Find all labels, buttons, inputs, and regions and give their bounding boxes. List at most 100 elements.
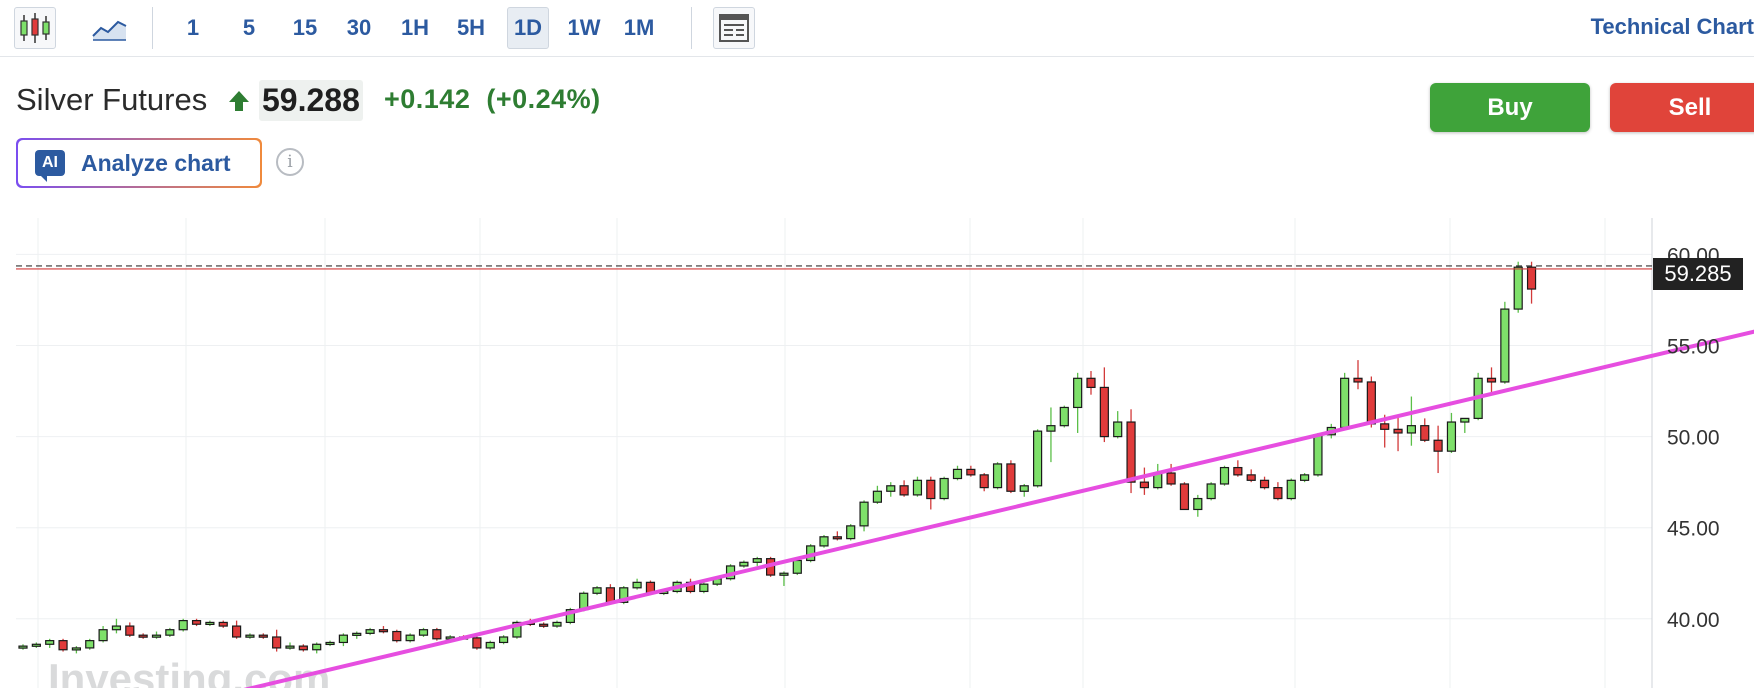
candle-body: [886, 485, 896, 492]
interval-5h[interactable]: 5H: [456, 15, 486, 40]
candle: [338, 633, 348, 647]
candle: [232, 620, 242, 639]
interval-5[interactable]: 5: [242, 15, 256, 40]
sell-button[interactable]: Sell: [1610, 83, 1754, 132]
candle: [966, 465, 976, 477]
interval-30[interactable]: 30: [346, 15, 372, 40]
interval-1[interactable]: 1: [186, 15, 200, 40]
candle-body: [952, 468, 963, 480]
candle: [872, 485, 883, 505]
candlestick-series: [18, 261, 1537, 654]
candle: [886, 482, 896, 497]
candle: [699, 582, 709, 594]
candle-body: [1219, 466, 1230, 485]
interval-15[interactable]: 15: [292, 15, 318, 40]
candle: [58, 638, 68, 652]
candle: [45, 638, 55, 648]
candlestick-icon[interactable]: [14, 7, 56, 49]
candle: [1433, 425, 1443, 474]
candle: [365, 627, 375, 636]
candle: [1286, 478, 1296, 501]
candle-body: [979, 474, 989, 489]
y-tick-label: 40.00: [1667, 609, 1720, 632]
candle-body: [552, 621, 562, 627]
candle-body: [405, 634, 415, 642]
technical-chart-link[interactable]: Technical Chart: [1590, 14, 1754, 39]
candle: [298, 644, 308, 652]
candle: [859, 500, 869, 532]
candle: [178, 618, 188, 632]
info-icon[interactable]: i: [276, 148, 304, 176]
candle-body: [432, 629, 442, 640]
candle: [912, 476, 923, 497]
candle: [325, 640, 335, 647]
candle: [31, 642, 41, 648]
candle-body: [605, 587, 616, 603]
analyze-chart-button[interactable]: AI Analyze chart: [16, 138, 262, 188]
interval-1m[interactable]: 1M: [623, 15, 655, 40]
candle: [952, 465, 963, 481]
candle-body: [151, 634, 162, 638]
layout-icon[interactable]: [713, 7, 755, 49]
candle-body: [1259, 479, 1270, 489]
candle: [1486, 367, 1497, 395]
area-chart-icon[interactable]: [92, 14, 128, 47]
candle: [846, 524, 856, 541]
candle-body: [1126, 421, 1136, 483]
trendline: [243, 329, 1754, 688]
candle-body: [939, 477, 949, 500]
candle: [752, 556, 762, 566]
candle-body: [191, 619, 202, 625]
candle: [1420, 418, 1430, 443]
candle-body: [18, 645, 28, 649]
candle: [1273, 482, 1283, 501]
candle: [71, 646, 82, 654]
candle-body: [1073, 377, 1083, 409]
candle-body: [98, 629, 108, 642]
candle: [1393, 414, 1403, 452]
buy-button[interactable]: Buy: [1430, 83, 1590, 132]
chart-grid: [16, 218, 1653, 688]
candle-body: [966, 468, 976, 476]
candle: [245, 633, 255, 639]
candle-body: [312, 643, 322, 651]
candle-body: [245, 634, 255, 638]
candle-body: [272, 636, 282, 649]
candle: [1219, 465, 1230, 486]
candle-body: [285, 645, 295, 649]
candle-body: [1433, 439, 1443, 452]
candle: [1246, 469, 1256, 483]
candle-body: [352, 632, 362, 636]
price-change-value: +0.142: [384, 84, 471, 114]
interval-1w[interactable]: 1W: [567, 15, 601, 40]
candle: [191, 618, 202, 627]
candle-body: [632, 581, 642, 589]
candle: [85, 638, 95, 650]
candle: [272, 629, 282, 652]
last-price: 59.288: [259, 80, 363, 121]
candle: [285, 642, 295, 650]
candle-body: [1086, 377, 1096, 389]
candle-body: [899, 485, 909, 496]
candle-body: [1006, 463, 1016, 492]
candle-body: [85, 640, 95, 649]
candle: [939, 476, 949, 501]
candle: [352, 631, 362, 639]
candle: [472, 635, 482, 650]
candle-body: [1099, 386, 1109, 438]
candle-body: [739, 561, 749, 567]
candle-body: [592, 587, 602, 594]
interval-1h[interactable]: 1H: [400, 15, 430, 40]
candle-body: [619, 587, 629, 603]
candle: [1099, 367, 1109, 443]
watermark: Investing.com: [48, 655, 330, 688]
candle: [1166, 463, 1176, 486]
candle: [111, 618, 122, 634]
candle: [632, 578, 642, 590]
candle: [992, 462, 1003, 490]
y-tick-label: 50.00: [1667, 427, 1720, 450]
interval-1d[interactable]: 1D: [507, 7, 549, 49]
candle-body: [1179, 483, 1190, 511]
candle-body: [1046, 425, 1056, 432]
